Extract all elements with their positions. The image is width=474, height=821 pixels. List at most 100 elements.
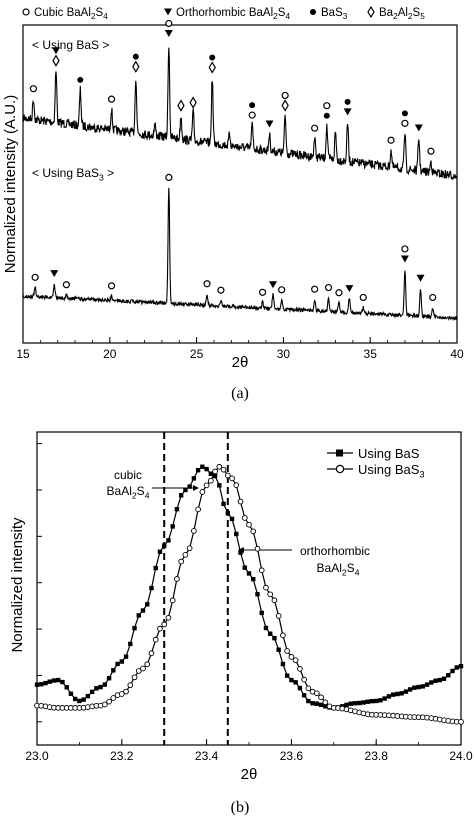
peak-marker xyxy=(107,282,116,290)
peak-marker xyxy=(217,286,225,294)
data-point xyxy=(165,614,172,621)
data-point xyxy=(407,687,413,692)
data-point xyxy=(237,498,244,505)
data-point xyxy=(47,679,52,684)
data-point xyxy=(77,698,82,704)
data-point xyxy=(369,698,375,704)
data-point xyxy=(305,685,312,692)
peak-marker xyxy=(165,19,173,28)
data-point xyxy=(123,654,129,659)
data-point xyxy=(229,516,235,522)
series-line xyxy=(36,466,462,709)
legend-marker xyxy=(22,8,30,16)
data-point xyxy=(437,677,442,683)
data-point xyxy=(140,608,146,613)
data-point xyxy=(365,699,370,704)
data-point xyxy=(271,597,278,604)
data-point xyxy=(458,718,464,725)
data-point xyxy=(186,545,193,552)
data-point xyxy=(127,682,134,689)
data-point xyxy=(318,702,324,708)
legend-entry: Using BaS xyxy=(358,446,420,461)
data-point xyxy=(64,685,69,690)
x-tick-label: 23.2 xyxy=(110,749,134,763)
legend-marker xyxy=(367,5,375,19)
data-point xyxy=(361,700,366,705)
data-point xyxy=(234,531,239,537)
peak-marker xyxy=(50,270,59,278)
data-point xyxy=(149,585,154,591)
pattern-line xyxy=(22,47,458,181)
panel-a-y-axis-label: Normalized intensity (A.U.) xyxy=(2,95,19,273)
data-point xyxy=(399,691,404,696)
peak-marker xyxy=(400,255,409,263)
data-point xyxy=(200,464,205,469)
series-label: < Using BaS3 > xyxy=(32,166,114,182)
data-point xyxy=(416,684,421,690)
peak-marker xyxy=(132,60,140,73)
data-point xyxy=(395,691,400,697)
panel-b-plot-frame xyxy=(36,431,462,746)
legend-marker xyxy=(164,8,172,16)
peak-marker xyxy=(344,98,351,105)
data-point xyxy=(420,684,426,689)
data-point xyxy=(241,515,248,521)
data-point xyxy=(144,661,151,668)
data-point xyxy=(191,528,197,534)
data-point xyxy=(68,691,74,696)
data-point xyxy=(89,689,95,695)
data-point xyxy=(131,674,138,681)
data-point xyxy=(152,636,159,643)
panel-a-x-axis-label: 2θ xyxy=(232,354,249,371)
peak-marker xyxy=(209,54,216,61)
data-point xyxy=(170,524,175,529)
data-point xyxy=(162,543,167,548)
data-point xyxy=(111,668,116,673)
panel-a-x-axis: 15 20 25 30 35 40 xyxy=(16,337,464,361)
data-point xyxy=(81,697,86,702)
panel-a-marker-layer xyxy=(29,19,437,302)
data-point xyxy=(293,680,298,685)
data-point xyxy=(115,661,120,667)
data-point xyxy=(288,654,295,660)
data-point xyxy=(178,493,184,498)
peak-marker xyxy=(427,147,435,155)
data-point xyxy=(135,668,142,674)
data-point xyxy=(424,682,430,687)
data-point xyxy=(458,663,464,669)
peak-marker xyxy=(281,99,289,112)
data-point xyxy=(106,676,112,681)
legend-entry: Cubic BaAl2S4 xyxy=(34,7,108,21)
data-point xyxy=(178,558,185,565)
panel-b-label: (b) xyxy=(231,799,250,816)
peak-marker xyxy=(311,124,319,132)
data-point xyxy=(233,482,240,489)
data-point xyxy=(191,476,197,481)
data-point xyxy=(157,625,163,632)
series-label: < Using BaS > xyxy=(32,38,109,52)
data-point xyxy=(60,679,65,685)
data-point xyxy=(98,684,103,690)
data-point xyxy=(174,506,180,512)
legend-entry: Orthorhombic BaAl2S4 xyxy=(176,7,290,21)
x-tick-label: 23.6 xyxy=(280,749,304,763)
data-point xyxy=(128,641,133,647)
data-point xyxy=(284,673,290,678)
panel-a: Cubic BaAl2S4 Orthorhombic BaAl2S4 BaS3 Ba2… xyxy=(2,5,464,402)
data-point xyxy=(123,688,129,695)
data-point xyxy=(119,659,124,664)
peak-marker xyxy=(29,85,38,93)
legend-entry: Ba2Al2S5 xyxy=(379,7,425,21)
data-point xyxy=(217,483,222,488)
data-point xyxy=(242,565,247,570)
data-point xyxy=(306,698,311,704)
peak-marker xyxy=(62,281,71,289)
data-point xyxy=(102,682,108,687)
peak-marker xyxy=(165,173,173,181)
data-point xyxy=(378,698,383,703)
legend-entry: BaS3 xyxy=(321,7,348,21)
panel-b-y-ticks xyxy=(37,443,42,723)
data-point xyxy=(446,673,451,678)
data-point xyxy=(106,698,112,705)
peak-marker xyxy=(387,136,395,144)
